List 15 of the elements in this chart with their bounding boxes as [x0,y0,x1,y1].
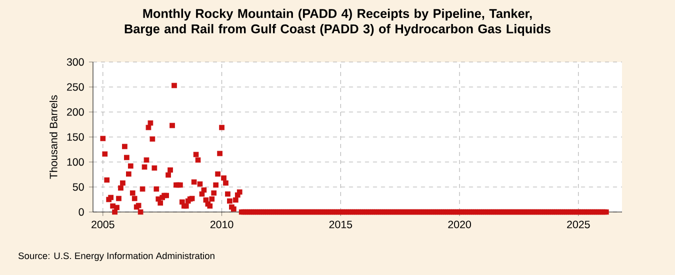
y-axis-title: Thousand Barrels [49,95,58,179]
x-tick-label: 2020 [448,220,471,228]
y-tick-label: 200 [67,108,84,116]
y-tick-label: 150 [67,133,84,141]
x-tick-label: 2005 [92,220,114,228]
x-tick-label: 2025 [567,220,590,228]
y-tick-label: 0 [78,208,84,216]
y-tick-label: 100 [67,158,84,166]
x-tick-label: 2010 [210,220,234,228]
y-tick-label: 250 [67,83,84,91]
x-tick-label: 2015 [329,220,352,228]
y-tick-label: 50 [72,183,84,191]
chart-title: Monthly Rocky Mountain (PADD 4) Receipts by Pipeline, Tanker, Barge and Rail from Gulf Coast (PADD 3) of Hydrocarbon Gas Liquids [124,8,550,36]
y-tick-label: 300 [66,58,84,66]
source-note: Source: U.S. Energy Information Administration [18,252,214,261]
